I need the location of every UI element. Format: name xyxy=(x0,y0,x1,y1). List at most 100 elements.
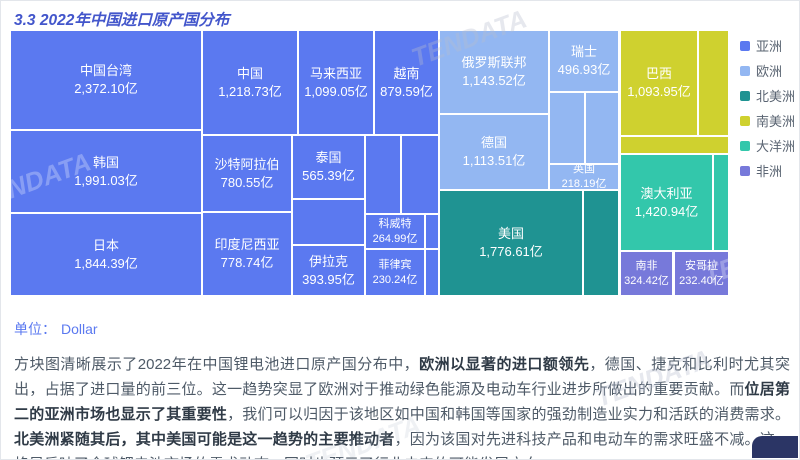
treemap-cell-value: 1,776.61亿 xyxy=(479,244,543,259)
treemap-cell-value: 1,218.73亿 xyxy=(218,83,282,99)
treemap-cell-value: 780.55亿 xyxy=(220,174,274,190)
treemap-cell-unlabeled[interactable] xyxy=(586,93,618,163)
treemap-cell-value: 1,991.03亿 xyxy=(74,172,138,188)
treemap-cell-label: 澳大利亚 xyxy=(640,185,693,201)
treemap-cell-unlabeled[interactable] xyxy=(584,191,618,295)
treemap-cell-unlabeled[interactable] xyxy=(293,200,364,244)
treemap-cell-unlabeled[interactable] xyxy=(699,31,728,135)
treemap-cell-巴西[interactable]: 巴西 1,093.95亿 xyxy=(621,31,697,135)
treemap-cell-南非[interactable]: 南非 324.42亿 xyxy=(621,252,672,295)
unit-value: Dollar xyxy=(61,321,98,337)
treemap-cell-value: 1,113.51亿 xyxy=(462,153,526,168)
treemap-cell-沙特阿拉伯[interactable]: 沙特阿拉伯 780.55亿 xyxy=(203,136,291,211)
treemap-cell-unlabeled[interactable] xyxy=(714,155,728,250)
legend-label: 南美洲 xyxy=(756,114,796,129)
legend-swatch xyxy=(740,65,750,76)
treemap-cell-印度尼西亚[interactable]: 印度尼西亚 778.74亿 xyxy=(203,213,291,295)
treemap-cell-安哥拉[interactable]: 安哥拉 232.40亿 xyxy=(675,252,728,295)
treemap-cell-value: 1,844.39亿 xyxy=(74,255,138,271)
legend-label: 非洲 xyxy=(756,164,783,179)
treemap-cell-伊拉克[interactable]: 伊拉克 393.95亿 xyxy=(293,246,364,295)
analysis-segment: 方块图清晰展示了2022年在中国锂电池进口原产国分布中， xyxy=(14,356,420,373)
analysis-segment: 位居第二的亚洲市场也显示了其重要性 xyxy=(14,381,790,423)
legend-swatch xyxy=(740,115,750,126)
treemap-cell-value: 230.24亿 xyxy=(372,273,418,286)
treemap-cell-value: 232.40亿 xyxy=(679,274,724,287)
treemap-cell-unlabeled[interactable] xyxy=(426,250,438,295)
treemap-cell-德国[interactable]: 德国 1,113.51亿 xyxy=(440,115,548,189)
treemap-cell-泰国[interactable]: 泰国 565.39亿 xyxy=(293,136,364,198)
treemap-cell-label: 菲律宾 xyxy=(378,258,412,271)
treemap-cell-value: 1,099.05亿 xyxy=(304,83,368,99)
floating-widget-corner[interactable] xyxy=(752,436,798,458)
treemap-cell-label: 中国台湾 xyxy=(79,63,132,79)
treemap-cell-英国[interactable]: 英国 218.19亿 xyxy=(550,165,618,189)
treemap-cell-unlabeled[interactable] xyxy=(366,136,400,213)
legend-swatch xyxy=(740,165,750,176)
treemap-cell-value: 393.95亿 xyxy=(302,271,355,287)
treemap-cell-越南[interactable]: 越南 879.59亿 xyxy=(375,31,438,134)
treemap-cell-label: 印度尼西亚 xyxy=(214,237,280,253)
legend-item-欧洲[interactable]: 欧洲 xyxy=(740,63,795,79)
treemap-cell-label: 安哥拉 xyxy=(685,259,718,272)
legend-item-南美洲[interactable]: 南美洲 xyxy=(740,113,796,129)
treemap-cell-日本[interactable]: 日本 1,844.39亿 xyxy=(11,214,201,295)
treemap-cell-unlabeled[interactable] xyxy=(550,93,584,163)
treemap-cell-value: 264.99亿 xyxy=(372,232,418,245)
treemap-cell-中国台湾[interactable]: 中国台湾 2,372.10亿 xyxy=(11,31,201,129)
treemap-cell-value: 218.19亿 xyxy=(561,178,607,189)
treemap-cell-value: 324.42亿 xyxy=(624,274,669,287)
analysis-segment: ，我们可以归因于该地区如中国和韩国等国家的强劲制造业实力和活跃的消费需求。 xyxy=(227,406,790,423)
treemap-cell-value: 1,143.52亿 xyxy=(462,73,526,88)
analysis-segment: 欧洲以显著的进口额领先 xyxy=(419,356,590,373)
treemap-cell-瑞士[interactable]: 瑞士 496.93亿 xyxy=(550,31,618,91)
unit-label: 单位： xyxy=(14,321,56,337)
treemap-cell-label: 沙特阿拉伯 xyxy=(214,156,280,172)
legend-swatch xyxy=(740,40,750,51)
treemap-cell-label: 瑞士 xyxy=(570,44,597,60)
treemap-cell-俄罗斯联邦[interactable]: 俄罗斯联邦 1,143.52亿 xyxy=(440,31,548,113)
legend-swatch xyxy=(740,140,750,151)
treemap-cell-unlabeled[interactable] xyxy=(402,136,438,213)
analysis-text: 方块图清晰展示了2022年在中国锂电池进口原产国分布中，欧洲以显著的进口额领先，… xyxy=(14,352,790,459)
treemap-cell-label: 南非 xyxy=(635,259,658,272)
chart-title: 3.3 2022年中国进口原产国分布 xyxy=(14,12,230,29)
treemap-cell-label: 泰国 xyxy=(315,150,342,166)
treemap-cell-unlabeled[interactable] xyxy=(426,215,438,248)
legend-item-北美洲[interactable]: 北美洲 xyxy=(740,88,796,104)
legend-item-大洋洲[interactable]: 大洋洲 xyxy=(740,138,796,154)
treemap-cell-label: 英国 xyxy=(573,165,595,176)
treemap-cell-label: 韩国 xyxy=(92,154,119,170)
treemap-cell-label: 马来西亚 xyxy=(309,65,362,81)
treemap-cell-科威特[interactable]: 科威特 264.99亿 xyxy=(366,215,424,248)
treemap-cell-label: 美国 xyxy=(497,226,524,242)
treemap-cell-value: 565.39亿 xyxy=(302,168,355,183)
treemap-cell-label: 巴西 xyxy=(645,66,672,82)
treemap-cell-韩国[interactable]: 韩国 1,991.03亿 xyxy=(11,131,201,212)
legend-item-非洲[interactable]: 非洲 xyxy=(740,163,795,179)
treemap-cell-label: 日本 xyxy=(92,237,119,253)
treemap-cell-马来西亚[interactable]: 马来西亚 1,099.05亿 xyxy=(299,31,373,134)
legend-item-亚洲[interactable]: 亚洲 xyxy=(740,38,795,54)
treemap-cell-label: 越南 xyxy=(393,65,420,81)
unit-line: 单位： Dollar xyxy=(14,319,98,339)
treemap-cell-value: 2,372.10亿 xyxy=(74,81,138,96)
analysis-segment: ，德国、捷克和比利时尤其突出，占据了进口量的前三位。这一趋势突显了欧洲对于推动绿… xyxy=(14,356,790,398)
analysis-segment: 北美洲紧随其后，其中美国可能是这一趋势的主要推动者 xyxy=(14,431,395,448)
treemap-cell-美国[interactable]: 美国 1,776.61亿 xyxy=(440,191,582,295)
treemap-cell-菲律宾[interactable]: 菲律宾 230.24亿 xyxy=(366,250,424,295)
treemap-cell-中国[interactable]: 中国 1,218.73亿 xyxy=(203,31,297,134)
treemap: 中国台湾 2,372.10亿 韩国 1,991.03亿 日本 1,844.39亿 中国 1,2… xyxy=(11,31,728,295)
treemap-cell-value: 778.74亿 xyxy=(220,255,274,270)
legend-label: 北美洲 xyxy=(756,89,796,104)
treemap-cell-澳大利亚[interactable]: 澳大利亚 1,420.94亿 xyxy=(621,155,712,250)
treemap-cell-value: 1,420.94亿 xyxy=(634,203,699,219)
treemap-cell-label: 科威特 xyxy=(378,217,412,230)
legend-label: 欧洲 xyxy=(756,64,783,79)
treemap-cell-value: 496.93亿 xyxy=(557,62,611,77)
treemap-cell-value: 879.59亿 xyxy=(380,83,433,99)
legend-label: 大洋洲 xyxy=(756,139,796,154)
treemap-cell-label: 德国 xyxy=(480,135,507,151)
treemap-cell-unlabeled[interactable] xyxy=(621,137,728,153)
